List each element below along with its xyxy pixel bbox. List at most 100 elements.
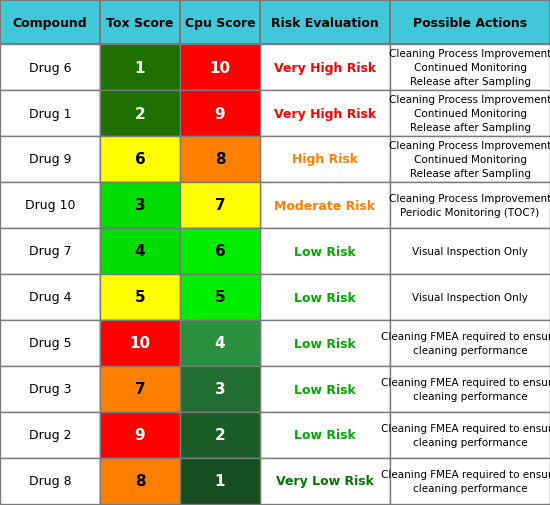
Text: 4: 4	[135, 244, 145, 259]
Bar	[100, 366, 180, 412]
Bar	[180, 412, 260, 458]
Bar	[0, 412, 100, 458]
Bar	[0, 45, 100, 91]
Bar	[260, 91, 390, 137]
Bar	[180, 137, 260, 183]
Text: Low Risk: Low Risk	[294, 429, 356, 442]
Bar	[180, 458, 260, 504]
Text: Visual Inspection Only: Visual Inspection Only	[412, 292, 528, 302]
Text: Cleaning Process Improvement
Continued Monitoring
Release after Sampling: Cleaning Process Improvement Continued M…	[389, 95, 550, 132]
Bar	[390, 229, 550, 274]
Bar	[100, 274, 180, 320]
Text: Cleaning Process Improvement
Continued Monitoring
Release after Sampling: Cleaning Process Improvement Continued M…	[389, 49, 550, 86]
Bar	[100, 320, 180, 366]
Text: Compound: Compound	[13, 17, 87, 29]
Text: Low Risk: Low Risk	[294, 245, 356, 258]
Text: Visual Inspection Only: Visual Inspection Only	[412, 246, 528, 257]
Bar	[180, 91, 260, 137]
Text: 5: 5	[135, 290, 145, 305]
Text: 2: 2	[214, 428, 225, 442]
Bar	[100, 45, 180, 91]
Text: Drug 5: Drug 5	[29, 337, 72, 350]
Text: 7: 7	[135, 382, 145, 397]
Bar	[100, 412, 180, 458]
Text: Low Risk: Low Risk	[294, 383, 356, 396]
Bar	[180, 229, 260, 274]
Bar	[100, 320, 180, 366]
Bar	[0, 458, 100, 504]
Bar	[0, 320, 100, 366]
Text: Low Risk: Low Risk	[294, 291, 356, 304]
Bar	[180, 458, 260, 504]
Bar	[390, 45, 550, 91]
Bar	[100, 45, 180, 91]
Text: Drug 2: Drug 2	[29, 429, 72, 442]
Bar	[100, 91, 180, 137]
Text: Drug 1: Drug 1	[29, 107, 72, 120]
Text: 7: 7	[214, 198, 225, 213]
Text: Tox Score: Tox Score	[106, 17, 174, 29]
Bar	[180, 366, 260, 412]
Text: Very Low Risk: Very Low Risk	[276, 475, 374, 487]
Bar	[180, 91, 260, 137]
Bar	[260, 1, 390, 45]
Bar	[180, 320, 260, 366]
Bar	[260, 45, 390, 91]
Bar	[260, 320, 390, 366]
Text: Cpu Score: Cpu Score	[185, 17, 255, 29]
Bar	[100, 366, 180, 412]
Text: High Risk: High Risk	[292, 153, 358, 166]
Bar	[180, 183, 260, 229]
Bar	[0, 137, 100, 183]
Bar	[260, 458, 390, 504]
Bar	[0, 1, 100, 45]
Bar	[100, 91, 180, 137]
Bar	[100, 137, 180, 183]
Text: 9: 9	[135, 428, 145, 442]
Text: Very High Risk: Very High Risk	[274, 62, 376, 74]
Text: 10: 10	[210, 61, 230, 75]
Text: Moderate Risk: Moderate Risk	[274, 199, 376, 212]
Text: 2: 2	[135, 106, 145, 121]
Bar	[260, 366, 390, 412]
Bar	[260, 274, 390, 320]
Text: Cleaning Process Improvement
Periodic Monitoring (TOC?): Cleaning Process Improvement Periodic Mo…	[389, 194, 550, 217]
Bar	[180, 412, 260, 458]
Bar	[100, 412, 180, 458]
Bar	[260, 183, 390, 229]
Text: 8: 8	[214, 152, 225, 167]
Text: Cleaning FMEA required to ensure
cleaning performance: Cleaning FMEA required to ensure cleanin…	[381, 469, 550, 493]
Bar	[390, 137, 550, 183]
Text: Drug 6: Drug 6	[29, 62, 72, 74]
Text: Drug 8: Drug 8	[29, 475, 72, 487]
Bar	[260, 412, 390, 458]
Bar	[180, 320, 260, 366]
Text: Cleaning FMEA required to ensure
cleaning performance: Cleaning FMEA required to ensure cleanin…	[381, 377, 550, 401]
Bar	[390, 91, 550, 137]
Text: 6: 6	[135, 152, 145, 167]
Text: Drug 9: Drug 9	[29, 153, 72, 166]
Bar	[180, 366, 260, 412]
Text: Risk Evaluation: Risk Evaluation	[271, 17, 379, 29]
Text: 8: 8	[135, 474, 145, 488]
Text: Cleaning Process Improvement
Continued Monitoring
Release after Sampling: Cleaning Process Improvement Continued M…	[389, 141, 550, 178]
Text: 4: 4	[214, 336, 225, 351]
Text: 6: 6	[214, 244, 225, 259]
Bar	[0, 229, 100, 274]
Bar	[100, 229, 180, 274]
Bar	[100, 458, 180, 504]
Bar	[390, 183, 550, 229]
Text: Possible Actions: Possible Actions	[413, 17, 527, 29]
Bar	[100, 137, 180, 183]
Text: 3: 3	[214, 382, 225, 397]
Bar	[390, 458, 550, 504]
Text: 10: 10	[129, 336, 151, 351]
Text: 3: 3	[135, 198, 145, 213]
Bar	[100, 274, 180, 320]
Text: Cleaning FMEA required to ensure
cleaning performance: Cleaning FMEA required to ensure cleanin…	[381, 423, 550, 447]
Bar	[0, 366, 100, 412]
Bar	[180, 45, 260, 91]
Bar	[260, 229, 390, 274]
Text: 1: 1	[135, 61, 145, 75]
Text: Drug 3: Drug 3	[29, 383, 72, 396]
